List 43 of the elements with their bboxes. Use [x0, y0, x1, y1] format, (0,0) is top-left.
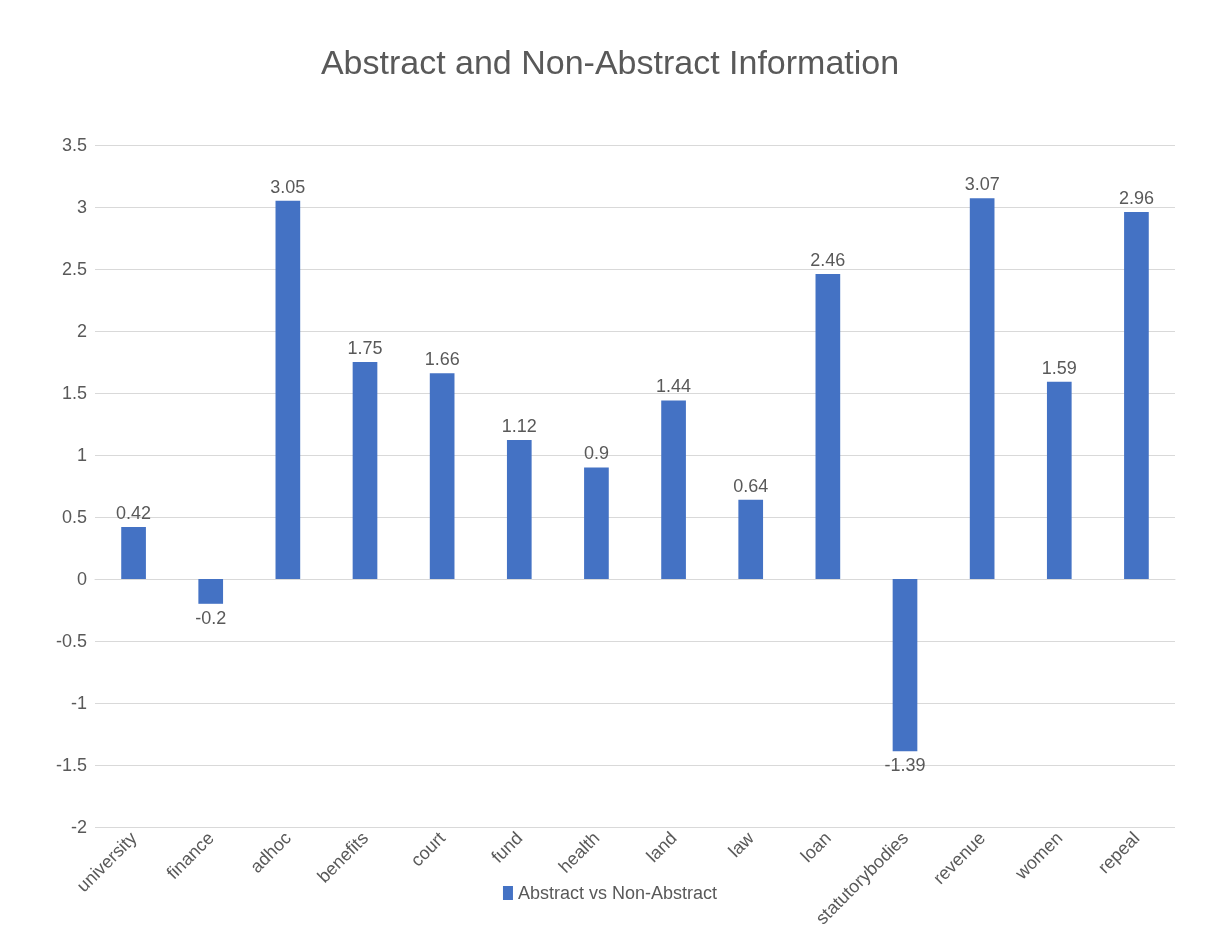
data-label: -0.2: [195, 607, 227, 628]
bar: [1124, 211, 1149, 579]
chart-title: Abstract and Non-Abstract Information: [320, 43, 900, 81]
bar: [1046, 381, 1072, 579]
y-tick-label: -2: [70, 817, 87, 837]
bar: [969, 198, 995, 579]
data-label: 1.12: [501, 416, 537, 437]
y-tick-label: 2.5: [61, 259, 87, 279]
data-label: 2.46: [810, 249, 846, 270]
data-label: 0.64: [733, 475, 769, 496]
bar: [352, 362, 378, 579]
y-tick-label: -1.5: [55, 755, 87, 775]
bar: [121, 526, 146, 579]
y-tick-label: -0.5: [55, 631, 87, 651]
bar: [506, 440, 532, 579]
bar: [661, 400, 686, 579]
y-tick-label: 1.5: [61, 383, 87, 403]
y-tick-label: 0: [76, 569, 87, 589]
data-label: 1.66: [424, 349, 460, 370]
y-tick-label: 0.5: [61, 507, 87, 527]
bar: [429, 373, 455, 579]
y-tick-label: 3: [76, 197, 87, 217]
data-label: 0.9: [583, 443, 609, 464]
data-label: -1.39: [884, 755, 926, 776]
legend-label: Abstract vs Non-Abstract: [517, 883, 718, 903]
y-tick-label: 2: [76, 321, 87, 341]
y-tick-label: -1: [70, 693, 87, 713]
data-label: 1.44: [656, 376, 692, 397]
x-tick-label: law: [724, 827, 759, 862]
data-label: 1.75: [347, 338, 383, 358]
data-label: 3.07: [964, 174, 1000, 195]
data-label: 1.59: [1041, 357, 1077, 378]
data-label: 3.05: [270, 176, 306, 197]
bar: [815, 273, 841, 579]
data-label: 0.42: [116, 502, 152, 523]
bar: [584, 467, 609, 579]
y-tick-label: 3.5: [61, 135, 87, 155]
bar: [198, 579, 224, 604]
data-label: 2.96: [1118, 187, 1154, 208]
y-tick-label: 1: [76, 445, 87, 465]
bar: [738, 499, 764, 579]
bar: [275, 200, 301, 579]
bar: [892, 579, 918, 752]
